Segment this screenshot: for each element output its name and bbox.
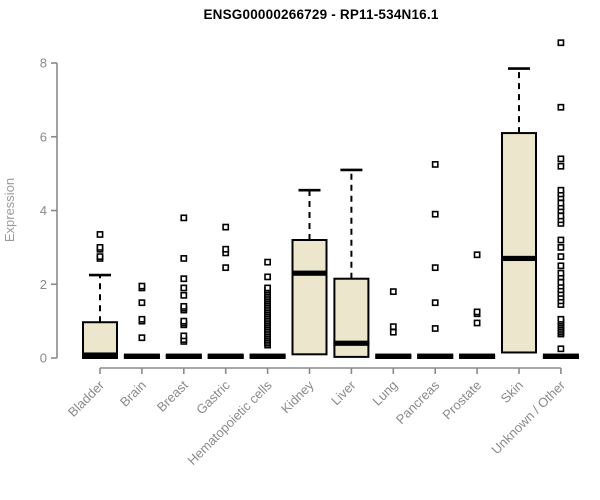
x-tick-label: Kidney [278, 377, 317, 416]
outlier-point [222, 245, 230, 253]
outlier-point [180, 214, 188, 222]
box-bladder [82, 231, 118, 360]
outlier-point [557, 253, 565, 260]
outlier-point [264, 258, 271, 266]
outlier-point [138, 282, 146, 290]
outlier-point [222, 264, 230, 272]
outlier-point [557, 262, 565, 270]
iqr-box [501, 132, 537, 354]
outlier-point [431, 325, 439, 332]
outlier-point [557, 279, 565, 286]
box-unknown-other [542, 39, 579, 360]
outlier-point [180, 317, 188, 325]
median-line [333, 340, 370, 346]
outlier-point [389, 328, 397, 336]
outlier-point [180, 284, 188, 292]
median-line [165, 353, 202, 359]
median-line [249, 353, 286, 359]
x-tick-label: Pancreas [393, 377, 443, 427]
outlier-point [96, 253, 104, 260]
outlier-point [431, 299, 439, 307]
median-line [501, 255, 537, 262]
box-pancreas [417, 161, 454, 360]
outlier-point [557, 269, 565, 277]
x-tick-label: Lung [369, 378, 400, 409]
outlier-point [180, 332, 188, 340]
outlier-point [557, 39, 565, 47]
box-brain [123, 282, 160, 360]
outlier-point [180, 255, 188, 262]
outlier-point [557, 243, 565, 251]
outlier-point [557, 155, 565, 163]
median-line [123, 353, 160, 359]
median-line [417, 353, 454, 359]
outlier-point [180, 291, 188, 299]
outlier-point [557, 186, 565, 194]
y-tick-label: 2 [40, 277, 47, 292]
outlier-point [138, 315, 146, 323]
outlier-point [557, 199, 565, 207]
y-tick-label: 4 [40, 203, 47, 218]
outlier-point [138, 334, 146, 342]
iqr-box [82, 321, 118, 360]
outlier-point [96, 231, 104, 238]
outlier-point [264, 273, 271, 281]
outlier-point [180, 275, 188, 283]
median-line [375, 353, 412, 359]
y-tick-label: 8 [40, 56, 47, 71]
y-tick-label: 6 [40, 129, 47, 144]
outlier-point [222, 223, 230, 231]
outlier-point [557, 103, 565, 111]
outlier-point [431, 264, 439, 272]
box-hematopoietic-cells [249, 258, 286, 360]
outlier-point [96, 243, 104, 251]
box-prostate [459, 251, 496, 360]
outlier-point [138, 299, 146, 307]
outlier-point [431, 161, 439, 168]
outlier-point [180, 302, 188, 310]
x-tick-label: Liver [328, 377, 359, 408]
x-tick-label: Breast [154, 377, 191, 414]
outlier-point [389, 323, 397, 331]
box-liver [333, 168, 370, 358]
x-tick-label: Brain [117, 378, 149, 410]
box-gastric [207, 223, 244, 360]
x-tick-label: Unknown / Other [488, 377, 568, 457]
box-breast [165, 214, 202, 360]
outlier-point [557, 315, 565, 323]
outlier-point [389, 288, 397, 296]
x-tick-label: Bladder [65, 377, 108, 420]
outlier-point [473, 308, 481, 316]
median-line [291, 270, 328, 276]
x-tick-label: Gastric [193, 377, 233, 417]
outlier-point [557, 162, 565, 170]
x-tick-label: Prostate [439, 378, 484, 423]
chart-title: ENSG00000266729 - RP11-534N16.1 [203, 7, 439, 22]
outlier-point [557, 345, 565, 353]
iqr-box [291, 239, 328, 356]
outlier-point [264, 284, 271, 292]
y-axis-label: Expression [2, 178, 17, 242]
median-line [207, 353, 244, 359]
outlier-point [557, 236, 565, 244]
x-tick-label: Skin [498, 378, 526, 406]
outlier-point [473, 319, 481, 327]
outlier-point [557, 212, 565, 220]
box-kidney [291, 188, 328, 356]
outlier-point [473, 251, 481, 259]
box-lung [375, 288, 412, 360]
y-tick-label: 0 [40, 351, 47, 366]
median-line [542, 353, 579, 359]
median-line [82, 352, 118, 358]
box-skin [501, 67, 537, 354]
y-axis: 0 2 4 6 8 [40, 56, 58, 366]
outlier-point [431, 210, 439, 218]
median-line [459, 353, 496, 359]
